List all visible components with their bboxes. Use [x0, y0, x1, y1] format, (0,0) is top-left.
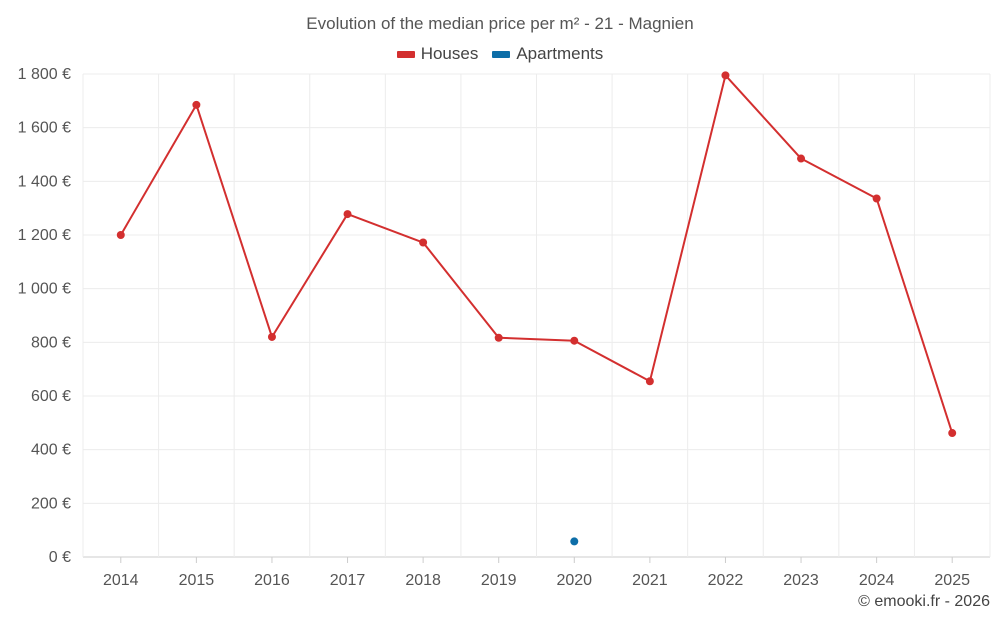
x-tick-label: 2023 — [783, 572, 819, 589]
y-tick-label: 1 200 € — [18, 227, 71, 244]
legend-item-apartments[interactable]: Apartments — [492, 44, 603, 64]
y-tick-label: 1 400 € — [18, 173, 71, 190]
y-tick-label: 200 € — [31, 495, 71, 512]
x-tick-label: 2019 — [481, 572, 517, 589]
data-point-houses — [948, 429, 957, 438]
x-tick-label: 2020 — [556, 572, 592, 589]
y-tick-label: 600 € — [31, 388, 71, 405]
chart-title: Evolution of the median price per m² - 2… — [306, 14, 694, 33]
y-tick-label: 400 € — [31, 442, 71, 459]
x-tick-label: 2024 — [859, 572, 895, 589]
y-tick-label: 1 600 € — [18, 120, 71, 137]
data-point-houses — [797, 154, 806, 163]
data-point-houses — [494, 333, 503, 342]
legend-item-houses[interactable]: Houses — [396, 44, 479, 64]
y-tick-label: 1 800 € — [18, 66, 71, 83]
data-point-houses — [645, 377, 654, 386]
x-tick-label: 2018 — [405, 572, 441, 589]
x-tick-label: 2022 — [708, 572, 744, 589]
data-point-houses — [116, 231, 125, 239]
data-point-apartments — [570, 537, 579, 546]
x-tick-label: 2014 — [103, 572, 139, 589]
data-point-houses — [721, 71, 730, 80]
y-tick-label: 1 000 € — [18, 281, 71, 298]
legend-swatch-houses — [396, 50, 415, 58]
series-line-houses — [119, 74, 954, 434]
data-point-houses — [570, 336, 579, 345]
x-tick-label: 2015 — [179, 572, 215, 589]
legend-label-houses: Houses — [420, 44, 479, 63]
data-point-houses — [872, 194, 881, 203]
chart-credit: © emooki.fr - 2026 — [858, 593, 990, 610]
data-point-houses — [343, 210, 352, 219]
x-tick-label: 2021 — [632, 572, 668, 589]
x-tick-label: 2017 — [330, 572, 366, 589]
legend-swatch-apartments — [492, 50, 511, 58]
legend-label-apartments: Apartments — [516, 44, 604, 63]
data-point-houses — [192, 100, 201, 109]
x-tick-label: 2016 — [254, 572, 290, 589]
x-tick-label: 2025 — [934, 572, 970, 589]
data-point-houses — [267, 332, 276, 341]
chart-legend: Houses Apartments — [0, 44, 1000, 64]
y-tick-label: 0 € — [49, 549, 71, 566]
y-tick-label: 800 € — [31, 334, 71, 351]
data-point-houses — [419, 238, 428, 247]
